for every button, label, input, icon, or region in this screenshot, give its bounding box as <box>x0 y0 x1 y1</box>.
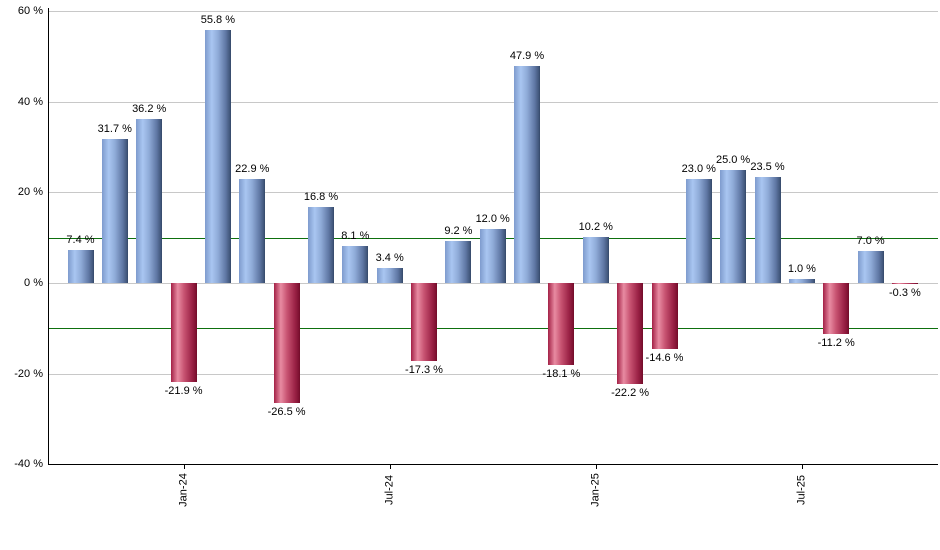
bar-value-label: 22.9 % <box>235 163 270 176</box>
bar-value-label: 7.4 % <box>66 233 95 246</box>
bar-May-25 <box>720 169 747 284</box>
x-tick <box>801 464 803 469</box>
bar-Jun-25 <box>754 176 781 283</box>
y-tick-label: 20 % <box>17 186 43 199</box>
y-tick-label: -40 % <box>14 458 43 471</box>
bar-value-label: -17.3 % <box>405 364 443 377</box>
bar-Oct-24 <box>479 228 506 283</box>
bar-value-label: 9.2 % <box>444 225 473 238</box>
bar-value-label: -11.2 % <box>817 336 855 349</box>
x-tick-label: Jan-24 <box>177 473 190 507</box>
y-tick-label: 40 % <box>17 95 43 108</box>
bar-Nov-24 <box>514 66 540 283</box>
bar-Aug-24 <box>411 283 437 362</box>
gridline-40 <box>48 101 938 103</box>
bar-value-label: -22.2 % <box>611 386 650 399</box>
bar-value-label: 16.8 % <box>303 190 339 203</box>
x-tick-label: Jul-25 <box>795 475 808 505</box>
bar-Jan-25 <box>582 236 609 283</box>
bar-value-label: -26.5 % <box>267 406 306 418</box>
bar-Jul-24 <box>376 267 403 283</box>
x-tick-label: Jan-25 <box>589 473 602 507</box>
y-tick-label: 60 % <box>17 5 43 18</box>
bar-value-label: 8.1 % <box>341 230 370 243</box>
bar-May-24 <box>308 206 334 283</box>
bar-Apr-24 <box>273 283 300 403</box>
bar-Sep-25 <box>857 251 884 283</box>
bar-Feb-25 <box>617 283 644 384</box>
bar-Mar-24 <box>239 179 266 283</box>
bar-Dec-23 <box>136 119 163 283</box>
gridline-0 <box>48 283 938 284</box>
bar-value-label: 7.0 % <box>856 235 885 248</box>
bar-Sep-24 <box>445 241 472 283</box>
bar-value-label: 23.5 % <box>750 160 785 173</box>
gridline-60 <box>48 11 938 13</box>
bar-Jun-24 <box>342 246 369 283</box>
bar-Jul-25 <box>788 278 815 283</box>
bar-value-label: 10.2 % <box>578 220 613 233</box>
gridline-20 <box>48 192 938 194</box>
bar-value-label: -0.3 % <box>888 287 921 300</box>
gridline--20 <box>48 373 938 375</box>
y-axis-line <box>48 8 49 464</box>
y-tick-label: 0 % <box>24 277 43 289</box>
bar-value-label: 3.4 % <box>375 251 404 264</box>
bar-Oct-25 <box>891 283 918 285</box>
reference-line--10 <box>48 328 938 330</box>
bar-Nov-23 <box>101 139 128 283</box>
x-tick <box>595 464 597 469</box>
bar-value-label: 12.0 % <box>475 212 510 225</box>
bar-value-label: 36.2 % <box>132 103 167 115</box>
bar-Apr-25 <box>685 178 712 283</box>
bar-value-label: 23.0 % <box>681 162 716 175</box>
bar-value-label: 47.9 % <box>509 50 545 62</box>
bar-value-label: 55.8 % <box>200 14 236 27</box>
bar-value-label: 31.7 % <box>97 123 132 136</box>
bar-value-label: 1.0 % <box>787 262 816 275</box>
bar-Oct-23 <box>67 249 94 283</box>
bar-value-label: -21.9 % <box>164 385 203 398</box>
bar-value-label: -14.6 % <box>645 352 684 365</box>
bar-Mar-25 <box>651 283 678 350</box>
y-tick-label: -20 % <box>14 367 43 380</box>
x-axis-line <box>48 464 938 465</box>
bar-Aug-25 <box>823 283 850 334</box>
bar-value-label: -18.1 % <box>542 368 581 380</box>
bar-Jan-24 <box>170 283 197 383</box>
x-tick <box>183 464 185 469</box>
bar-Feb-24 <box>204 30 231 283</box>
x-tick-label: Jul-24 <box>383 475 396 505</box>
bar-Dec-24 <box>548 283 575 365</box>
bar-value-label: 25.0 % <box>715 153 751 166</box>
x-tick <box>389 464 391 469</box>
